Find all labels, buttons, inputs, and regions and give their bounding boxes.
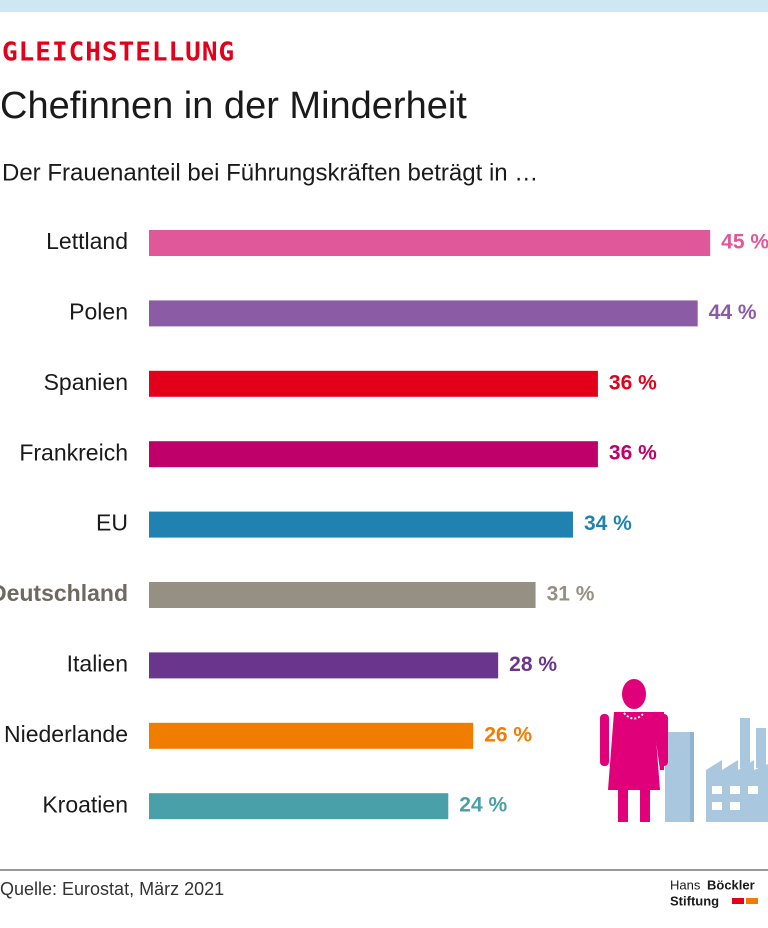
bar — [149, 441, 598, 468]
logo-text: Stiftung — [670, 893, 719, 908]
category-label: Polen — [69, 298, 128, 324]
value-label: 44 % — [709, 301, 757, 324]
illustration — [600, 679, 768, 822]
category-label: EU — [96, 510, 128, 536]
value-label: 45 % — [721, 231, 768, 254]
bar — [149, 582, 536, 608]
category-label: Frankreich — [19, 439, 128, 465]
value-label: 28 % — [509, 653, 557, 676]
value-label: 36 % — [609, 442, 657, 465]
chart-title: Chefinnen in der Minderheit — [0, 85, 467, 127]
category-label: Niederlande — [4, 721, 128, 747]
bar — [149, 722, 474, 749]
value-label: 24 % — [459, 794, 507, 817]
category-label: Lettland — [46, 228, 128, 254]
category-label: Spanien — [44, 369, 128, 395]
logo-text: Hans — [670, 877, 701, 892]
bars: Lettland 45 % Polen 44 % Spanien 36 % Frankrei… — [0, 228, 768, 820]
bar — [149, 793, 449, 820]
source: Quelle: Eurostat, März 2021 — [0, 879, 224, 899]
category-label: Italien — [67, 650, 128, 676]
bar — [149, 230, 711, 256]
bar — [149, 652, 499, 679]
top-band — [0, 0, 768, 12]
kicker: GLEICHSTELLUNG — [2, 38, 235, 68]
logo-mark — [732, 898, 744, 904]
bar — [149, 370, 598, 397]
value-label: 36 % — [609, 371, 657, 394]
subtitle: Der Frauenanteil bei Führungskräften bet… — [2, 159, 538, 186]
bar — [149, 300, 698, 327]
logo-mark — [746, 898, 758, 904]
category-label: Kroatien — [42, 791, 128, 817]
value-label: 34 % — [584, 512, 632, 535]
bar — [149, 511, 573, 538]
category-label: Deutschland — [0, 580, 128, 606]
value-label: 31 % — [547, 583, 595, 606]
value-label: 26 % — [484, 723, 532, 746]
logo-text: Böckler — [707, 877, 755, 892]
